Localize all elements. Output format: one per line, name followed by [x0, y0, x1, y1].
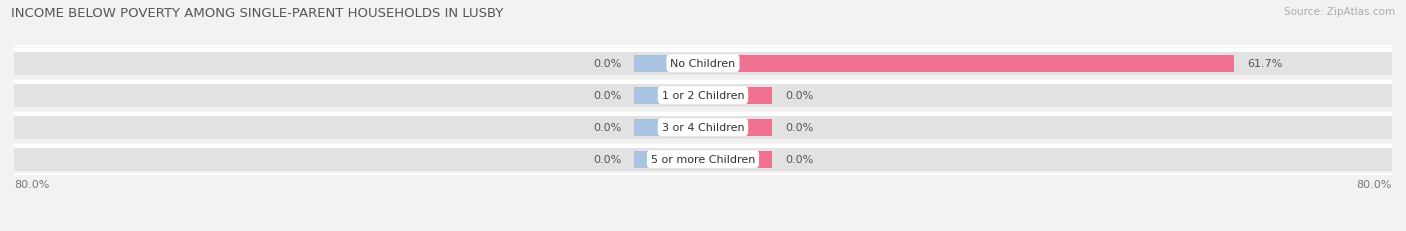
Bar [14, 80, 1392, 84]
Text: 3 or 4 Children: 3 or 4 Children [662, 123, 744, 133]
Text: 0.0%: 0.0% [785, 91, 813, 101]
Text: No Children: No Children [671, 59, 735, 69]
Bar [703, 87, 772, 104]
Text: 0.0%: 0.0% [593, 155, 621, 164]
Bar [14, 52, 1392, 75]
Bar [14, 148, 1392, 171]
Text: 61.7%: 61.7% [1247, 59, 1282, 69]
Bar [14, 144, 1392, 148]
Bar [634, 55, 703, 73]
Bar [14, 112, 1392, 116]
Text: 0.0%: 0.0% [785, 123, 813, 133]
Bar [703, 151, 772, 168]
Text: 80.0%: 80.0% [1357, 179, 1392, 189]
Bar [634, 119, 703, 136]
Text: 0.0%: 0.0% [593, 59, 621, 69]
Bar [14, 84, 1392, 107]
Bar [14, 173, 1392, 175]
Text: 1 or 2 Children: 1 or 2 Children [662, 91, 744, 101]
Text: 5 or more Children: 5 or more Children [651, 155, 755, 164]
Bar [14, 116, 1392, 139]
Bar [634, 87, 703, 104]
Text: 0.0%: 0.0% [593, 91, 621, 101]
Bar [703, 119, 772, 136]
Text: INCOME BELOW POVERTY AMONG SINGLE-PARENT HOUSEHOLDS IN LUSBY: INCOME BELOW POVERTY AMONG SINGLE-PARENT… [11, 7, 503, 20]
Bar [703, 55, 1234, 73]
Bar [634, 151, 703, 168]
Text: 0.0%: 0.0% [785, 155, 813, 164]
Bar [14, 46, 1392, 48]
Bar [14, 49, 1392, 52]
Text: 0.0%: 0.0% [593, 123, 621, 133]
Text: Source: ZipAtlas.com: Source: ZipAtlas.com [1284, 7, 1395, 17]
Text: 80.0%: 80.0% [14, 179, 49, 189]
